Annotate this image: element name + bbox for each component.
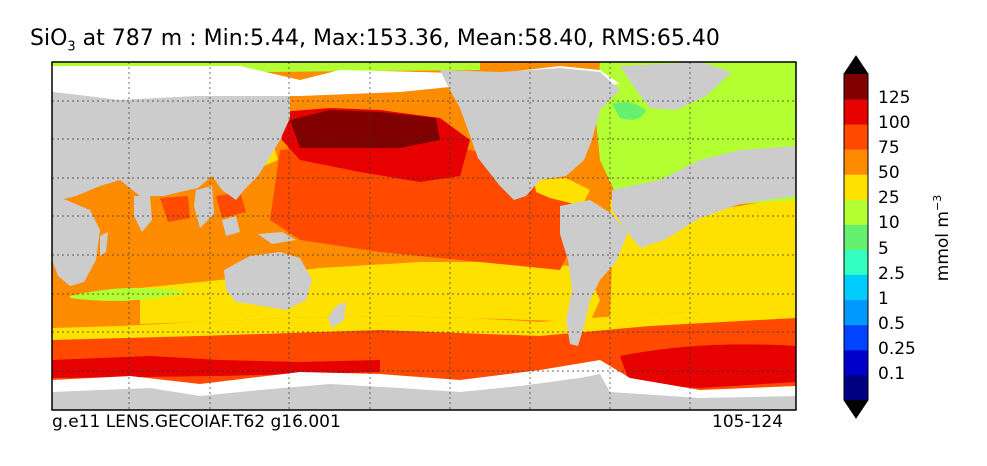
colorbar-tick-label: 10 bbox=[878, 213, 900, 234]
colorbar-tick-label: 5 bbox=[878, 238, 889, 259]
colorbar bbox=[843, 55, 869, 419]
colorbar-segment bbox=[844, 374, 868, 401]
colorbar-segment bbox=[844, 74, 868, 100]
colorbar-tick-label: 0.1 bbox=[878, 363, 906, 384]
colorbar-segment bbox=[844, 199, 868, 225]
land-eurasia bbox=[52, 92, 290, 200]
colorbar-units: mmol m−3 bbox=[931, 195, 953, 281]
land-greenland bbox=[620, 62, 732, 110]
land-madagascar bbox=[100, 232, 108, 256]
land-south-america bbox=[560, 200, 628, 346]
land-india bbox=[134, 196, 152, 232]
land-indochina bbox=[194, 186, 214, 228]
land-africa-east bbox=[612, 146, 796, 248]
land-australia bbox=[224, 252, 312, 310]
land-new-zealand bbox=[328, 302, 346, 328]
arabian-red-patch bbox=[160, 196, 190, 222]
map-frame bbox=[51, 61, 797, 411]
units-exponent: −3 bbox=[931, 194, 945, 211]
caribbean-yellow bbox=[534, 178, 590, 206]
title-species-subscript: 3 bbox=[67, 39, 76, 55]
map-title: SiO3 at 787 m : Min:5.44, Max:153.36, Me… bbox=[30, 26, 720, 54]
colorbar-segment bbox=[844, 324, 868, 351]
colorbar-tick-label: 2.5 bbox=[878, 263, 906, 284]
land-africa bbox=[52, 196, 100, 286]
land-borneo bbox=[222, 216, 240, 236]
colorbar-tick-label: 50 bbox=[878, 163, 900, 184]
map-canvas bbox=[52, 62, 796, 410]
mediterranean-green bbox=[612, 102, 646, 120]
land-new-guinea bbox=[258, 232, 296, 244]
colorbar-segment bbox=[844, 124, 868, 150]
title-stats: at 787 m : Min:5.44, Max:153.36, Mean:58… bbox=[75, 26, 720, 51]
colorbar-tick-label: 25 bbox=[878, 188, 900, 209]
title-species: SiO bbox=[30, 26, 68, 51]
colorbar-min-arrow bbox=[844, 400, 868, 418]
colorbar-max-arrow bbox=[844, 56, 868, 74]
colorbar-tick-label: 125 bbox=[878, 88, 911, 109]
land-antarctica bbox=[52, 374, 796, 410]
footer-case-name: g.e11 LENS.GECOIAF.T62 g16.001 bbox=[52, 412, 341, 432]
footer-year-range: 105-124 bbox=[712, 412, 784, 432]
graticule bbox=[52, 62, 796, 410]
colorbar-tick-label: 1 bbox=[878, 288, 889, 309]
colorbar-segment bbox=[844, 224, 868, 250]
colorbar-tick-label: 0.25 bbox=[878, 338, 916, 359]
colorbar-tick-label: 75 bbox=[878, 138, 900, 159]
colorbar-segment bbox=[844, 349, 868, 376]
land-japan bbox=[248, 150, 262, 178]
colorbar-tick-label: 100 bbox=[878, 113, 911, 134]
colorbar-segment bbox=[844, 299, 868, 326]
colorbar-segment bbox=[844, 249, 868, 276]
indonesian-red-patch bbox=[216, 192, 246, 218]
units-text: mmol m bbox=[932, 211, 953, 282]
colorbar-tick-label: 0.5 bbox=[878, 313, 906, 334]
colorbar-segment bbox=[844, 174, 868, 200]
north-pacific-maroon bbox=[290, 110, 440, 148]
colorbar-segment bbox=[844, 274, 868, 301]
colorbar-segment bbox=[844, 149, 868, 175]
south-atlantic-dark-red bbox=[620, 344, 796, 388]
colorbar-outline bbox=[843, 55, 869, 419]
colorbar-segment bbox=[844, 99, 868, 125]
indian-ocean-green-patch bbox=[70, 287, 188, 301]
